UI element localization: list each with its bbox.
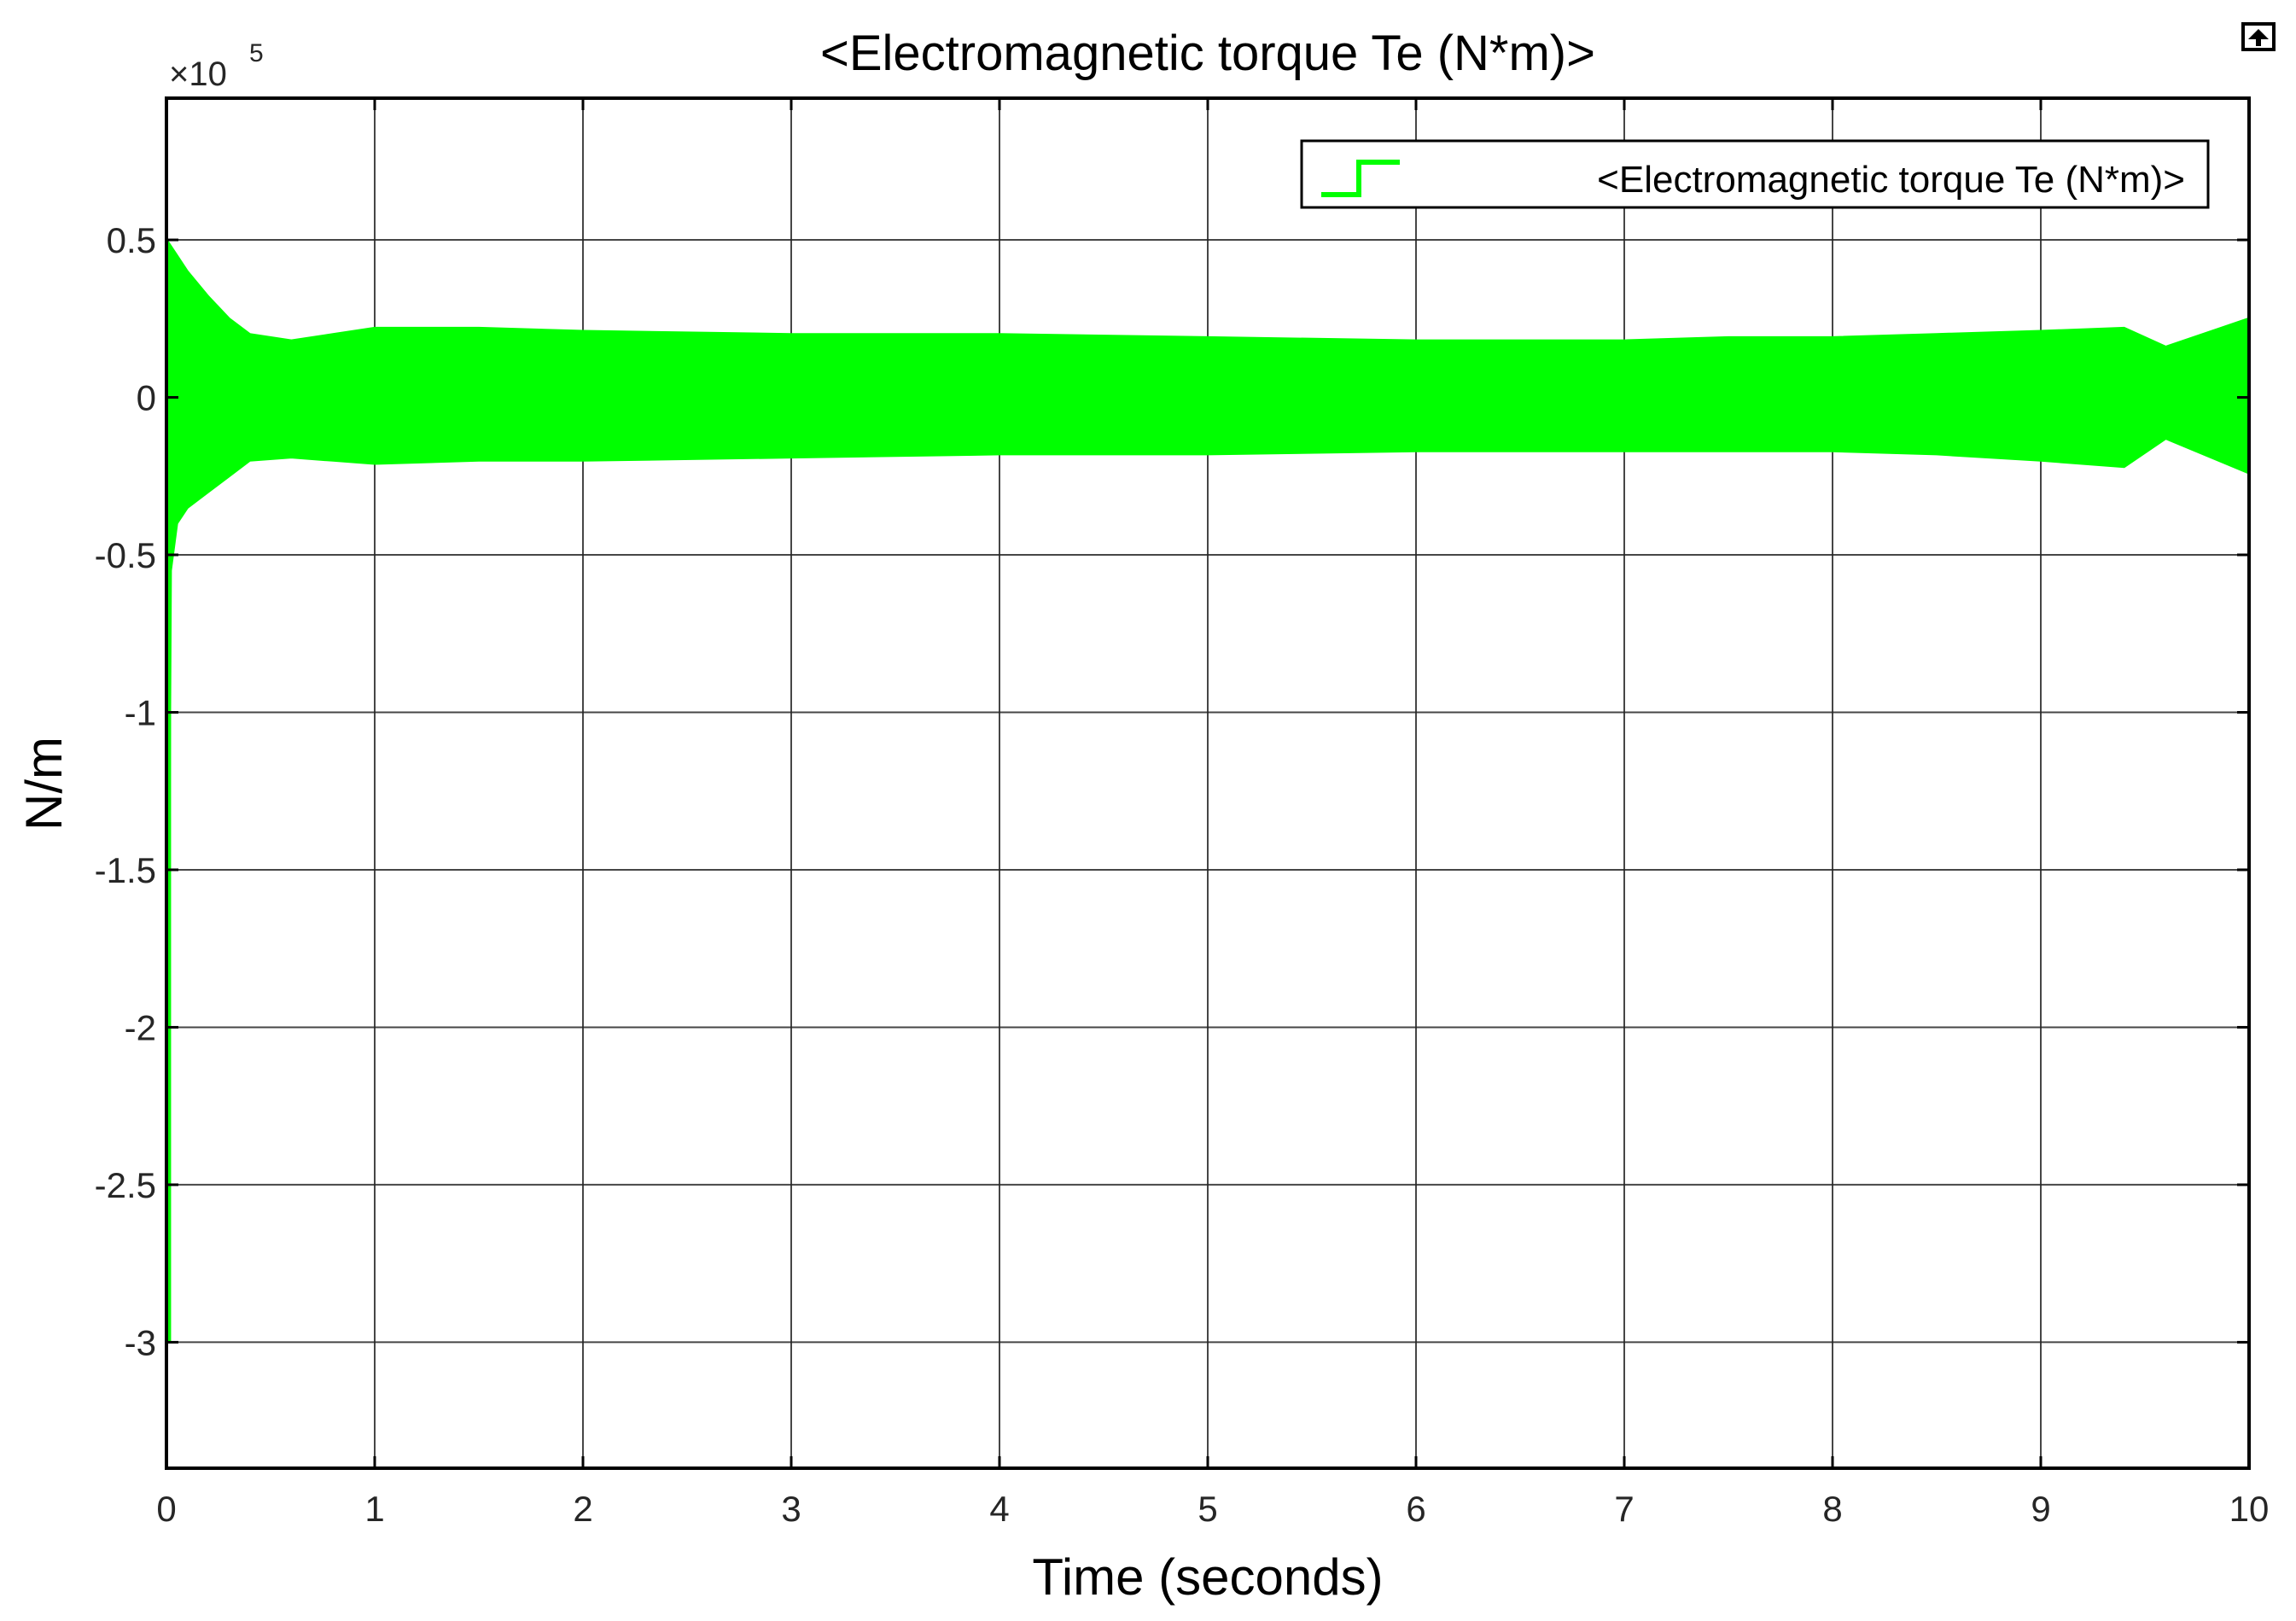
x-tick-label: 6 [1406,1489,1425,1529]
y-tick-label: 0 [137,378,156,418]
x-tick-label: 4 [989,1489,1009,1529]
y-axis-label: N/m [15,737,73,831]
legend[interactable]: <Electromagnetic torque Te (N*m)> [1300,139,2210,209]
x-axis-label: Time (seconds) [1032,1548,1383,1606]
x-tick-label: 0 [156,1489,176,1529]
y-tick-label: -1.5 [95,850,156,890]
x-tick-label: 1 [364,1489,384,1529]
legend-entry-label: <Electromagnetic torque Te (N*m)> [1597,159,2185,201]
x-tick-label: 5 [1198,1489,1217,1529]
svg-text:×10: ×10 [169,55,227,93]
y-multiplier-exponent: 5 [249,39,264,67]
y-multiplier-base: ×10 [169,55,227,93]
y-tick-label: -2 [125,1007,156,1047]
y-tick-label: -3 [125,1322,156,1362]
y-tick-label: -0.5 [95,535,156,575]
export-icon[interactable] [2241,22,2276,51]
grid [166,98,2249,1468]
x-tick-label: 9 [2031,1489,2050,1529]
y-tick-label: -2.5 [95,1165,156,1205]
data-layer [165,236,2251,1343]
y-ticks: 0.5 0 -0.5 -1 -1.5 -2 -2.5 -3 [95,220,2249,1362]
legend-swatch [1321,160,1400,197]
x-tick-label: 2 [573,1489,592,1529]
y-tick-label: 0.5 [107,220,156,260]
x-tick-label: 8 [1822,1489,1842,1529]
x-tick-label: 3 [781,1489,801,1529]
y-multiplier: ×10 5 [169,39,264,93]
x-tick-label: 7 [1614,1489,1634,1529]
x-tick-label: 10 [2229,1489,2270,1529]
legend-box [1300,139,2210,209]
y-tick-label: -1 [125,692,156,732]
series-band [165,236,2251,1343]
x-ticks: 0 1 2 3 4 5 6 7 8 9 10 [156,98,2269,1529]
chart-title: <Electromagnetic torque Te (N*m)> [820,26,1595,81]
